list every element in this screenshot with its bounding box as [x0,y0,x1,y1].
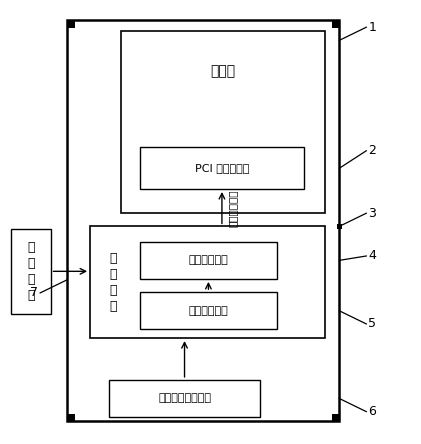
Text: PCI 数据采集卡: PCI 数据采集卡 [195,163,249,173]
Text: 稳
压
电
源: 稳 压 电 源 [27,241,35,302]
Bar [140,147,304,189]
Text: 5: 5 [368,317,376,330]
Text: 检
测
装
置: 检 测 装 置 [109,252,117,313]
Text: 模拟输入通道: 模拟输入通道 [227,189,237,226]
Bar [140,242,277,279]
Text: 回转支承测试平台: 回转支承测试平台 [158,393,211,404]
Bar [109,380,260,417]
Bar [67,414,75,421]
Bar [67,20,75,28]
Text: 4: 4 [368,250,376,262]
Text: 6: 6 [368,405,376,418]
Text: 7: 7 [30,286,38,299]
Bar [11,229,51,314]
Bar [90,226,325,338]
Bar [121,31,325,213]
Bar [332,20,339,28]
Bar [336,223,342,229]
Text: 3: 3 [368,207,376,220]
Bar [67,20,339,421]
Bar [332,414,339,421]
Text: 加速度传感器: 加速度传感器 [189,306,228,316]
Bar [140,292,277,329]
Text: 工控机: 工控机 [210,64,235,78]
Text: 信号调理电路: 信号调理电路 [189,255,228,266]
Text: 2: 2 [368,144,376,157]
Text: 1: 1 [368,21,376,34]
